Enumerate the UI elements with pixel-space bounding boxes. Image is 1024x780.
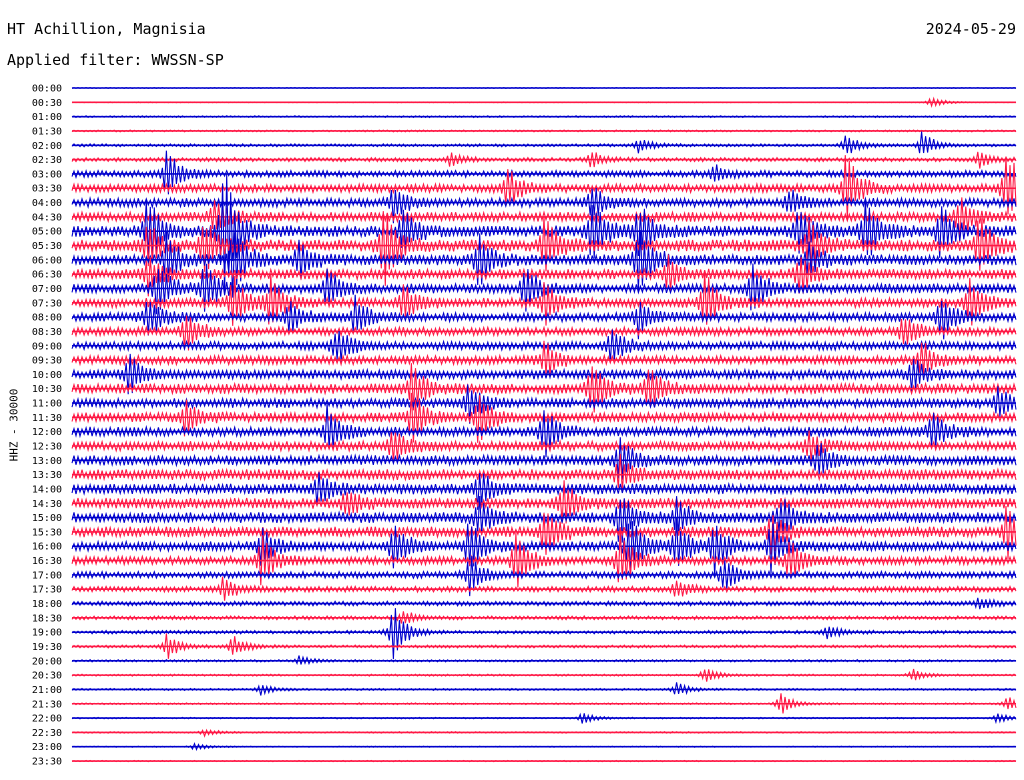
row-label-2330: 23:30 xyxy=(32,757,62,768)
filter-label: Applied filter: WWSSN-SP xyxy=(7,51,224,69)
row-label-0900: 09:00 xyxy=(32,341,62,352)
row-label-1100: 11:00 xyxy=(32,399,62,410)
row-label-2000: 20:00 xyxy=(32,656,62,667)
seismic-traces xyxy=(71,87,1017,763)
row-label-2230: 22:30 xyxy=(32,728,62,739)
row-label-0000: 00:00 xyxy=(32,84,62,95)
row-label-1030: 10:30 xyxy=(32,384,62,395)
row-label-0330: 03:30 xyxy=(32,184,62,195)
row-label-1000: 10:00 xyxy=(32,370,62,381)
row-label-0030: 00:30 xyxy=(32,98,62,109)
record-date: 2024-05-29 xyxy=(925,20,1016,38)
row-label-1530: 15:30 xyxy=(32,527,62,538)
row-label-1300: 13:00 xyxy=(32,456,62,467)
row-label-0730: 07:30 xyxy=(32,298,62,309)
row-label-0130: 01:30 xyxy=(32,126,62,137)
row-label-0830: 08:30 xyxy=(32,327,62,338)
row-label-1730: 17:30 xyxy=(32,585,62,596)
row-label-2130: 21:30 xyxy=(32,699,62,710)
row-label-0630: 06:30 xyxy=(32,270,62,281)
row-label-0700: 07:00 xyxy=(32,284,62,295)
trace-1630 xyxy=(71,527,1017,588)
row-label-0300: 03:00 xyxy=(32,169,62,180)
row-label-0500: 05:00 xyxy=(32,227,62,238)
row-label-1230: 12:30 xyxy=(32,442,62,453)
row-label-2300: 23:00 xyxy=(32,742,62,753)
row-label-0230: 02:30 xyxy=(32,155,62,166)
trace-1000 xyxy=(71,353,1017,395)
row-label-0600: 06:00 xyxy=(32,255,62,266)
trace-1900 xyxy=(71,608,1017,660)
row-label-2100: 21:00 xyxy=(32,685,62,696)
row-label-1700: 17:00 xyxy=(32,570,62,581)
row-label-0100: 01:00 xyxy=(32,112,62,123)
row-time-labels: 00:00 00:30 01:00 01:30 02:00 02:30 03:00 03:30… xyxy=(32,84,62,768)
trace-1230 xyxy=(71,430,1017,463)
row-label-1430: 14:30 xyxy=(32,499,62,510)
trace-1030 xyxy=(71,363,1017,413)
row-label-0800: 08:00 xyxy=(32,313,62,324)
row-label-1830: 18:30 xyxy=(32,613,62,624)
row-label-1130: 11:30 xyxy=(32,413,62,424)
trace-1730 xyxy=(71,576,1017,601)
row-label-0530: 05:30 xyxy=(32,241,62,252)
trace-1600 xyxy=(71,518,1017,577)
row-label-1930: 19:30 xyxy=(32,642,62,653)
row-label-1600: 16:00 xyxy=(32,542,62,553)
row-label-1800: 18:00 xyxy=(32,599,62,610)
trace-0630 xyxy=(71,254,1017,297)
row-label-1630: 16:30 xyxy=(32,556,62,567)
row-label-2200: 22:00 xyxy=(32,714,62,725)
station-title: HT Achillion, Magnisia xyxy=(7,20,206,38)
row-label-1330: 13:30 xyxy=(32,470,62,481)
trace-1200 xyxy=(71,402,1017,458)
trace-1300 xyxy=(71,437,1017,480)
row-label-1400: 14:00 xyxy=(32,484,62,495)
row-label-1200: 12:00 xyxy=(32,427,62,438)
trace-0330 xyxy=(71,155,1017,220)
row-label-2030: 20:30 xyxy=(32,671,62,682)
row-label-0430: 04:30 xyxy=(32,212,62,223)
row-label-1900: 19:00 xyxy=(32,628,62,639)
trace-0200 xyxy=(71,131,1017,154)
row-label-1500: 15:00 xyxy=(32,513,62,524)
row-label-0930: 09:30 xyxy=(32,356,62,367)
row-label-0200: 02:00 xyxy=(32,141,62,152)
row-label-0400: 04:00 xyxy=(32,198,62,209)
